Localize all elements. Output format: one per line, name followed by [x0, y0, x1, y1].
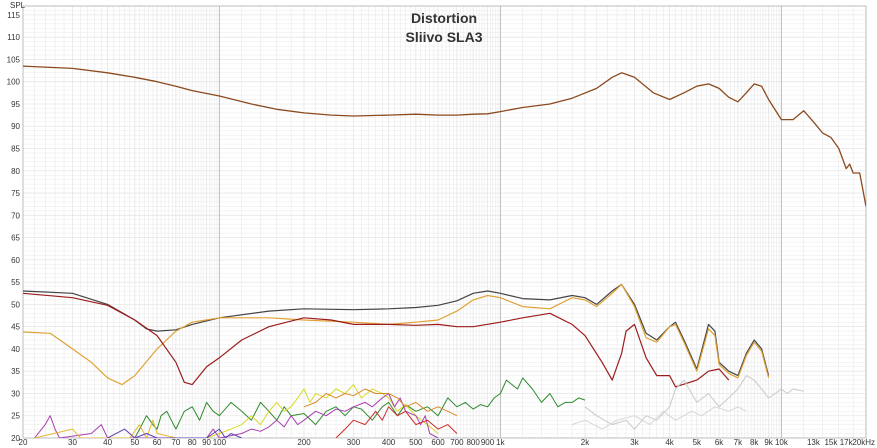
x-tick-label: 400 [382, 438, 396, 447]
series-line-1 [23, 65, 866, 207]
x-tick-label: 13k [807, 438, 821, 447]
y-tick-label: 90 [11, 122, 20, 131]
x-tick-label: 500 [409, 438, 423, 447]
series-line-11 [107, 428, 242, 438]
y-tick-label: 65 [11, 234, 20, 243]
x-tick-label: 100 [213, 438, 227, 447]
y-axis-label: SPL [10, 1, 26, 10]
y-tick-label: 110 [7, 33, 20, 42]
y-tick-label: 105 [7, 55, 21, 64]
y-tick-label: 80 [11, 167, 20, 176]
x-tick-label: 600 [431, 438, 445, 447]
y-tick-label: 50 [11, 300, 20, 309]
x-tick-label: 50 [130, 438, 139, 447]
series-line-8 [303, 388, 458, 417]
y-axis-ticks: 20 25 30 35 40 45 50 55 60 65 70 75 80 85 90 95 100 105 11… [7, 11, 21, 443]
grid [22, 5, 867, 439]
y-tick-label: 45 [11, 323, 20, 332]
series-line-7 [34, 393, 439, 438]
x-tick-label: 8k [750, 438, 759, 447]
chart-subtitle: Sliivo SLA3 [405, 29, 482, 45]
x-tick-label: 6k [715, 438, 724, 447]
x-tick-label: 80 [188, 438, 197, 447]
series-group [23, 65, 866, 438]
x-tick-label: 40 [103, 438, 112, 447]
x-tick-label: 3k [630, 438, 639, 447]
y-tick-label: 35 [11, 367, 20, 376]
series-line-4 [23, 292, 730, 388]
x-tick-label: 2k [581, 438, 590, 447]
series-line-12 [584, 375, 804, 430]
y-tick-label: 20 [11, 434, 20, 443]
x-tick-label: 17k [840, 438, 854, 447]
series-line-9 [335, 406, 458, 438]
y-tick-label: 30 [11, 389, 20, 398]
chart-title: Distortion [411, 10, 477, 26]
x-tick-label: 800 [466, 438, 480, 447]
x-tick-label: 30 [68, 438, 77, 447]
x-tick-label: 1k [496, 438, 505, 447]
x-tick-label: 700 [450, 438, 464, 447]
x-tick-label: 20 [19, 438, 28, 447]
y-tick-label: 40 [11, 345, 20, 354]
x-tick-label: 20kHz [852, 438, 875, 447]
x-tick-label: 900 [481, 438, 495, 447]
y-tick-label: 85 [11, 145, 20, 154]
series-line-5 [134, 377, 586, 438]
y-tick-label: 55 [11, 278, 20, 287]
x-axis-ticks: 20 30 40 50 60 70 80 90 100 200 300 400 500 600 700 800… [19, 438, 875, 447]
x-tick-label: 5k [693, 438, 702, 447]
series-line-13 [571, 406, 747, 430]
x-tick-label: 9k [764, 438, 773, 447]
x-tick-label: 7k [734, 438, 743, 447]
y-tick-label: 115 [7, 11, 20, 20]
y-tick-label: 95 [11, 100, 20, 109]
x-tick-label: 15k [824, 438, 838, 447]
y-tick-label: 70 [11, 211, 20, 220]
series-line-3 [23, 283, 770, 386]
x-tick-label: 4k [665, 438, 674, 447]
plot-frame [22, 5, 867, 439]
x-tick-label: 200 [297, 438, 311, 447]
y-tick-label: 60 [11, 256, 20, 265]
y-tick-label: 75 [11, 189, 20, 198]
y-tick-label: 25 [11, 412, 20, 421]
x-tick-label: 300 [347, 438, 361, 447]
x-tick-label: 90 [202, 438, 211, 447]
x-tick-label: 10k [775, 438, 789, 447]
y-tick-label: 100 [7, 78, 21, 87]
x-tick-label: 70 [171, 438, 180, 447]
x-tick-label: 60 [153, 438, 162, 447]
series-line-10 [34, 419, 177, 438]
